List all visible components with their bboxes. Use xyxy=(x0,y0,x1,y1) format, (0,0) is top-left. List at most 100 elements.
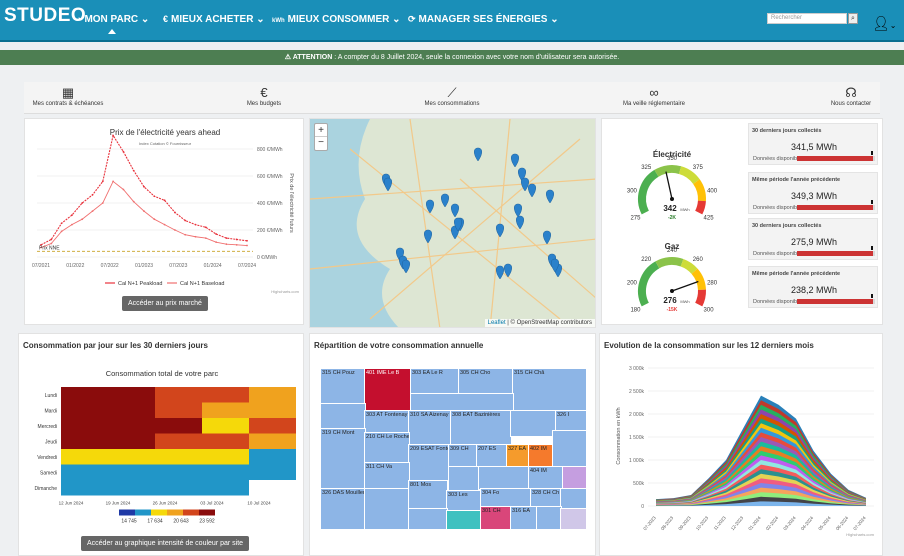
y-tick-label: 2 000k xyxy=(629,412,645,418)
treemap-cell[interactable]: 311 CH Va xyxy=(364,462,410,490)
treemap-cell[interactable]: 326 I xyxy=(555,410,587,432)
chart-title: Consommation total de votre parc xyxy=(106,369,219,378)
treemap-cell[interactable]: 315 CH Pouz xyxy=(320,368,366,405)
nav-manager-energies[interactable]: ⟳ MANAGER SES ÉNERGIES ⌄ xyxy=(408,14,559,25)
area-chart-panel: Evolution de la consommation sur les 12 … xyxy=(599,333,883,556)
shortcut-contact[interactable]: ☊ Nous contacter xyxy=(826,86,876,108)
treemap-cell[interactable]: 326 DAS Mouilleron xyxy=(320,488,366,530)
road xyxy=(459,178,595,299)
treemap-cell[interactable] xyxy=(560,508,587,530)
nav-mieux-consommer[interactable]: kWh MIEUX CONSOMMER ⌄ xyxy=(272,14,401,25)
treemap-cell[interactable] xyxy=(560,488,587,510)
treemap-cell[interactable] xyxy=(446,510,482,530)
treemap-cell[interactable]: 328 CH Ch xyxy=(530,488,562,508)
legend-tick-label: 23 592 xyxy=(199,519,215,525)
zoom-in-button[interactable]: + xyxy=(315,124,327,137)
kpi-card-elec-current: 30 derniers jours collectés 341,5 MWh Donn… xyxy=(748,123,878,165)
leaflet-link[interactable]: Leaflet xyxy=(487,320,506,326)
treemap-cell[interactable] xyxy=(536,506,562,530)
road xyxy=(310,178,595,200)
treemap-cell[interactable]: 801 Mos xyxy=(408,480,448,510)
treemap-cell[interactable]: 309 CH xyxy=(448,444,478,468)
road xyxy=(310,238,595,270)
data-point xyxy=(81,218,84,221)
treemap-cell[interactable]: 319 CH Mont xyxy=(320,428,366,490)
sync-icon: ⟳ xyxy=(408,14,416,24)
shortcut-contrats[interactable]: ▦ Mes contrats & échéances xyxy=(32,85,104,108)
treemap-cell[interactable] xyxy=(364,488,410,530)
treemap-cell[interactable]: 310 SA Aizenay xyxy=(408,410,452,446)
treemap-cell[interactable] xyxy=(552,430,587,468)
treemap-cell[interactable]: 301 CH xyxy=(480,506,512,530)
treemap-cell[interactable]: 305 CH Cho xyxy=(458,368,514,395)
treemap-cell[interactable] xyxy=(478,466,530,490)
treemap-cell[interactable] xyxy=(510,410,557,437)
map-canvas[interactable] xyxy=(310,119,596,328)
price-chart-panel: Prix de l'électricité years ahead Index C… xyxy=(24,118,304,325)
highcharts-credit: Highcharts.com xyxy=(271,289,299,294)
gauge-value: 276 xyxy=(663,296,677,305)
row-label: Dimanche xyxy=(34,486,57,492)
treemap-cell[interactable]: 401 IME Le B xyxy=(364,368,412,412)
treemap-cell[interactable]: 327 EA xyxy=(506,444,530,468)
zoom-out-button[interactable]: − xyxy=(318,137,324,148)
treemap-cell[interactable]: 304 Fo xyxy=(480,488,532,508)
y-tick-label: 1 000k xyxy=(629,458,645,464)
treemap-cell[interactable] xyxy=(410,393,514,412)
treemap-cell[interactable] xyxy=(448,466,480,492)
treemap-cell[interactable]: 316 EA xyxy=(510,506,538,530)
heat-cell xyxy=(108,449,155,465)
legend-tick-label: 17 634 xyxy=(147,519,163,525)
data-point xyxy=(215,233,218,235)
heat-cell xyxy=(155,418,202,434)
treemap-cell[interactable]: 402 IM xyxy=(528,444,554,468)
attention-banner: ⚠ ATTENTION : A compter du 8 Juillet 202… xyxy=(0,50,904,65)
map-marker-icon xyxy=(454,217,462,232)
treemap-cell[interactable]: 303 EA Le R xyxy=(410,368,460,395)
treemap-cell[interactable]: 207 ES xyxy=(476,444,508,468)
nav-mon-parc[interactable]: ◔ MON PARC ⌄ xyxy=(76,14,150,25)
y-axis-label: Prix de l'électricité futurs xyxy=(288,173,294,233)
data-point xyxy=(153,218,156,221)
heat-cell xyxy=(249,387,296,403)
map-marker-icon xyxy=(496,265,504,280)
sea-area xyxy=(310,119,399,327)
treemap-cell[interactable] xyxy=(408,508,448,530)
treemap-cell[interactable]: 404 IM xyxy=(528,466,564,490)
gauge-tick-label: 325 xyxy=(641,165,652,171)
shortcut-veille[interactable]: ∞ Ma veille réglementaire xyxy=(622,85,686,108)
nav-mieux-acheter[interactable]: € MIEUX ACHETER ⌄ xyxy=(163,14,265,25)
shortcut-consommations[interactable]: ⟋ Mes consommations xyxy=(420,86,484,108)
intensite-couleur-button[interactable]: Accéder au graphique intensité de couleu… xyxy=(81,536,250,551)
gauge-band xyxy=(638,169,659,215)
treemap-cell[interactable]: 308 EAT Bazinières xyxy=(450,410,512,446)
y-tick-label: 2 500k xyxy=(629,389,645,395)
row-label: Lundi xyxy=(45,393,57,399)
treemap-panel: Répartition de votre consommation annuel… xyxy=(309,333,596,556)
search-input[interactable]: Rechercher xyxy=(767,13,847,24)
heat-cell xyxy=(61,449,108,465)
heat-cell xyxy=(61,480,108,496)
shortcut-budgets[interactable]: € Mes budgets xyxy=(234,85,294,108)
user-icon[interactable]: 👤︎⌄ xyxy=(872,15,897,31)
treemap-cell[interactable] xyxy=(562,466,587,490)
euro-icon: € xyxy=(260,85,268,100)
heat-cell xyxy=(202,480,249,496)
prix-marche-button[interactable]: Accéder au prix marché xyxy=(122,296,208,311)
heat-cell xyxy=(202,449,249,465)
gauge-band xyxy=(695,200,706,215)
studeo-logo[interactable]: STUDEO xyxy=(4,5,87,26)
treemap-cell[interactable]: 303 AT Fontenay xyxy=(364,410,410,434)
heat-cell xyxy=(249,464,296,480)
heat-cell xyxy=(108,387,155,403)
search-icon[interactable]: ⌕ xyxy=(848,13,858,24)
treemap-cell[interactable]: 210 CH Le Roche xyxy=(364,432,410,464)
area-series xyxy=(656,501,866,506)
treemap-cell[interactable]: 209 ESAT Fontenay xyxy=(408,444,450,482)
treemap-cell[interactable]: 303 Les xyxy=(446,490,482,512)
heat-cell xyxy=(155,387,202,403)
treemap-cell[interactable] xyxy=(320,403,366,430)
data-point xyxy=(235,238,238,241)
sites-map[interactable]: + − Leaflet | © OpenStreetMap contributo… xyxy=(309,118,596,328)
treemap-cell[interactable]: 315 CH Châ xyxy=(512,368,587,412)
